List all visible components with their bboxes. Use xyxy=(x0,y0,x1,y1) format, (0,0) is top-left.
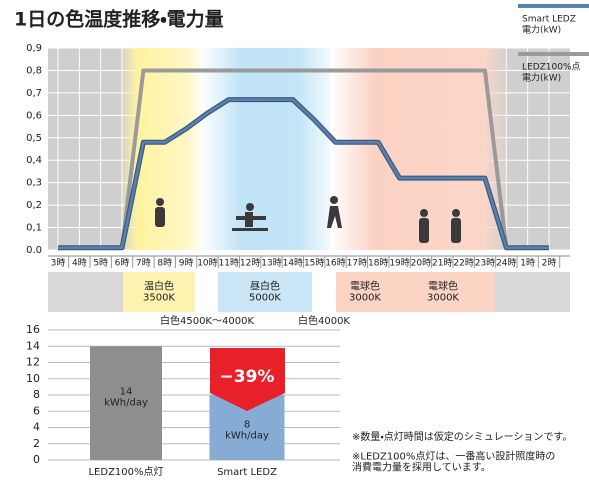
x-tick-label: 9時 xyxy=(179,258,194,269)
x-tick-label: 15時 xyxy=(304,258,324,269)
y-tick-label: 2 xyxy=(33,437,40,450)
y-labels: 0.0 0,1 0,2 0,3 0,4 0,5 0,6 0,7 0,8 0,9 xyxy=(26,43,42,256)
y-tick-label: 0,4 xyxy=(26,155,42,166)
x-tick-label: 10時 xyxy=(197,258,217,269)
y-tick-label: 0,1 xyxy=(26,223,42,234)
color-zone xyxy=(200,48,340,250)
y-tick-label: 10 xyxy=(26,372,40,385)
x-tick-label: 18時 xyxy=(368,258,388,269)
x-tick-label: 1時 xyxy=(520,258,535,269)
x-tick-label: 2時 xyxy=(542,258,557,269)
page: 1日の色温度推移・電力量 3時4時5時6時7時8時9時10時11時12時13時1… xyxy=(0,0,589,487)
transition-label: 白色4000K xyxy=(298,314,350,327)
y-tick-label: 0,2 xyxy=(26,200,42,211)
x-tick-label: 21時 xyxy=(432,258,452,269)
y-tick-label: 0,3 xyxy=(26,178,42,189)
y-tick-label: 0,7 xyxy=(26,88,42,99)
grid: 0 2 4 6 8 10 12 14 16 xyxy=(26,323,340,466)
y-tick-label: 0,9 xyxy=(26,43,42,54)
x-tick-label: 12時 xyxy=(240,258,260,269)
x-tick-label: 16時 xyxy=(325,258,345,269)
y-tick-label: 0.0 xyxy=(26,245,42,256)
y-tick-label: 6 xyxy=(33,404,40,417)
x-tick-label: 3時 xyxy=(51,258,66,269)
y-tick-label: 12 xyxy=(26,356,40,369)
x-tick-label: 14時 xyxy=(283,258,303,269)
x-tick-label: 23時 xyxy=(475,258,495,269)
y-tick-label: 0,5 xyxy=(26,133,42,144)
x-tick-label: 24時 xyxy=(496,258,516,269)
note: ※数量・点灯時間は仮定のシミュレーションです。 xyxy=(352,430,572,443)
y-tick-label: 16 xyxy=(26,323,40,336)
note: ※LEDZ100%点灯は、一番高い設計照度時の消費電力量を採用しています。 xyxy=(352,450,555,474)
x-tick-label: 5時 xyxy=(93,258,108,269)
y-tick-label: 8 xyxy=(33,388,40,401)
x-tick-label: Smart LEDZ xyxy=(217,467,277,478)
annotation: −39% xyxy=(220,367,275,387)
x-tick-label: LEDZ100%点灯 xyxy=(88,466,163,478)
band-cell xyxy=(195,272,218,312)
transition-label: 白色4500K～4000K xyxy=(160,314,254,327)
x-tick-label: 19時 xyxy=(389,258,409,269)
x-tick-label: 7時 xyxy=(136,258,151,269)
x-tick-label: 6時 xyxy=(115,258,130,269)
x-tick-label: 11時 xyxy=(219,258,239,269)
y-tick-label: 0,6 xyxy=(26,110,42,121)
y-tick-label: 4 xyxy=(33,421,40,434)
y-tick-label: 14 xyxy=(26,339,40,352)
legend-swatch xyxy=(518,52,589,56)
x-tick-label: 22時 xyxy=(453,258,473,269)
x-tick-label: 20時 xyxy=(411,258,431,269)
chart-title: 1日の色温度推移・電力量 xyxy=(14,8,224,31)
y-tick-label: 0,8 xyxy=(26,65,42,76)
chart: 1日の色温度推移・電力量 3時4時5時6時7時8時9時10時11時12時13時1… xyxy=(0,0,589,487)
band-cell xyxy=(312,272,336,312)
x-tick-label: 4時 xyxy=(72,258,87,269)
x-tick-label: 13時 xyxy=(261,258,281,269)
x-tick-label: 8時 xyxy=(157,258,172,269)
y-tick-label: 0 xyxy=(33,453,40,466)
x-tick-label: 17時 xyxy=(347,258,367,269)
legend-swatch xyxy=(518,4,589,8)
